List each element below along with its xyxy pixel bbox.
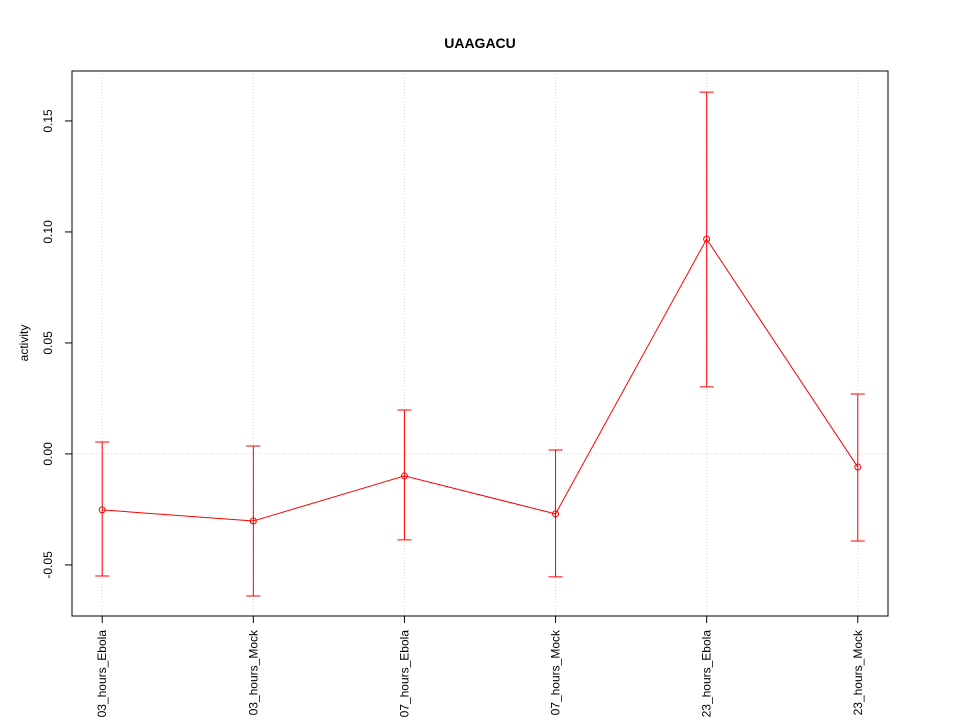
error-bar [699, 91, 714, 388]
x-tick-label: 23_hours_Ebola [700, 630, 714, 718]
x-tick-label: 03_hours_Mock [246, 629, 260, 715]
x-tick-label: 07_hours_Ebola [397, 630, 411, 718]
series-line [102, 238, 859, 522]
error-bar [548, 449, 563, 578]
chart-title: UAAGACU [444, 35, 516, 51]
point [703, 235, 711, 243]
point [249, 517, 257, 525]
y-axis-label: activity [17, 325, 31, 362]
error-bar [95, 441, 110, 577]
point [98, 506, 106, 514]
point [400, 472, 408, 480]
point [854, 463, 862, 471]
x-tick-label: 23_hours_Mock [851, 629, 865, 715]
x-tick-label: 03_hours_Ebola [95, 630, 109, 718]
y-tick-label: 0.05 [41, 331, 55, 355]
error-bar [850, 393, 865, 542]
y-tick-label: -0.05 [41, 551, 55, 579]
plot-frame [71, 70, 889, 617]
error-bar [246, 445, 261, 597]
x-tick-label: 07_hours_Mock [549, 629, 563, 715]
y-tick-label: 0.00 [41, 442, 55, 466]
point [552, 510, 560, 518]
error-bar [397, 409, 412, 541]
y-tick-label: 0.15 [41, 109, 55, 133]
y-tick-label: 0.10 [41, 220, 55, 244]
